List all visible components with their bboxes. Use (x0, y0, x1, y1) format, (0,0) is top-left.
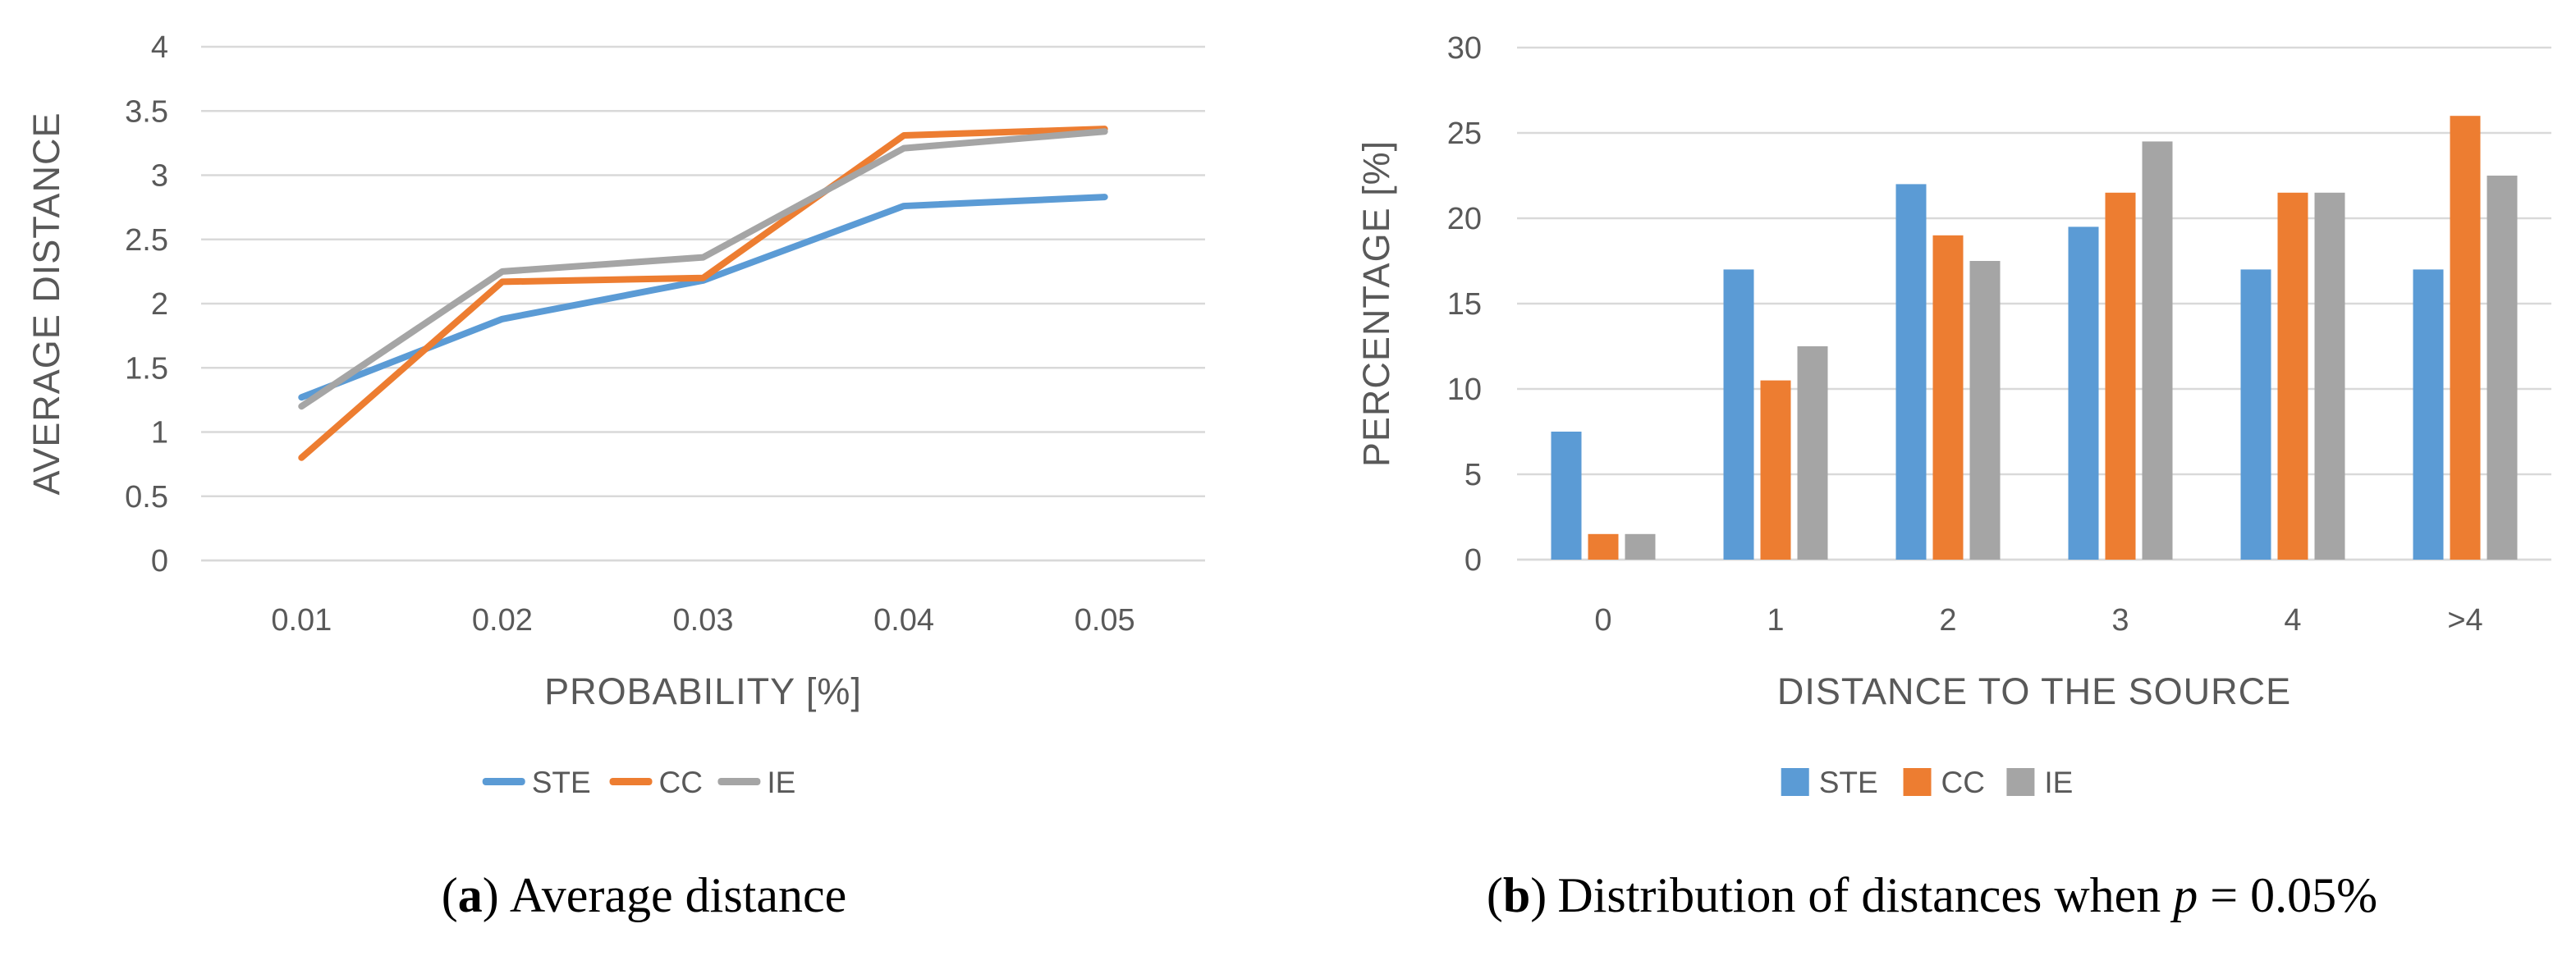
x-tick-label: 0.04 (873, 603, 934, 638)
y-tick-label: 3 (151, 159, 168, 194)
x-tick-label: >4 (2447, 603, 2482, 638)
x-tick-label: 2 (1939, 603, 1956, 638)
y-axis-title: AVERAGE DISTANCE (25, 112, 67, 496)
x-axis-title: DISTANCE TO THE SOURCE (1777, 670, 2291, 712)
x-tick-label: 0.01 (271, 603, 332, 638)
x-tick-label: 4 (2284, 603, 2301, 638)
bar-STE-0 (1551, 432, 1582, 560)
bar-CC->4 (2450, 116, 2481, 560)
caption-a-paren-open: ( (441, 868, 458, 922)
bar-STE->4 (2413, 269, 2444, 560)
x-tick-label: 0 (1594, 603, 1611, 638)
legend-label-STE: STE (1819, 766, 1878, 799)
caption-b-paren-close: ) (1530, 868, 1547, 922)
y-tick-label: 0 (151, 544, 168, 579)
legend-label-IE: IE (2044, 766, 2073, 799)
bar-IE-2 (1969, 261, 2001, 560)
caption-a-text: Average distance (509, 868, 847, 922)
y-tick-label: 20 (1447, 202, 1482, 236)
bar-STE-3 (2068, 226, 2099, 560)
caption-a: (a) Average distance (0, 850, 1288, 940)
legend-swatch-STE (1781, 768, 1809, 796)
legend-swatch-IE (717, 778, 761, 785)
bar-CC-3 (2105, 192, 2136, 560)
x-tick-label: 0.02 (472, 603, 533, 638)
bar-CC-1 (1760, 380, 1791, 560)
legend-label-CC: CC (1941, 766, 1985, 799)
x-tick-label: 0.03 (673, 603, 734, 638)
legend-swatch-CC (609, 778, 653, 785)
y-tick-label: 25 (1447, 117, 1482, 151)
y-tick-label: 15 (1447, 287, 1482, 322)
series-line-CC (298, 126, 1108, 461)
x-tick-label: 3 (2111, 603, 2129, 638)
legend-swatch-IE (2006, 768, 2035, 796)
caption-b-paren-open: ( (1486, 868, 1503, 922)
bar-STE-4 (2240, 269, 2271, 560)
caption-b-math-rest: = 0.05% (2210, 868, 2378, 922)
y-tick-label: 10 (1447, 373, 1482, 407)
legend-swatch-STE (482, 778, 525, 785)
y-tick-label: 3.5 (125, 94, 168, 129)
caption-b-text: Distribution of distances when (1557, 868, 2161, 922)
bar-CC-0 (1588, 533, 1619, 560)
bar-STE-1 (1723, 269, 1754, 560)
x-tick-label: 0.05 (1075, 603, 1135, 638)
y-tick-label: 0 (1464, 543, 1482, 578)
caption-a-label: a (457, 868, 483, 922)
bar-STE-2 (1895, 184, 1927, 560)
caption-b-math-variable: p (2173, 868, 2198, 922)
bar-IE->4 (2487, 176, 2518, 560)
y-tick-label: 1 (151, 416, 168, 450)
y-tick-label: 0.5 (125, 480, 168, 515)
caption-b-label: b (1502, 868, 1531, 922)
bar-CC-4 (2277, 192, 2308, 560)
y-tick-label: 5 (1464, 458, 1482, 492)
bar-IE-3 (2142, 141, 2173, 560)
y-tick-label: 2.5 (125, 223, 168, 258)
caption-b: (b) Distribution of distances when p = 0.… (1288, 850, 2576, 940)
line-chart-average-distance: 0 0.5 1 1.5 2 2.5 3 3.5 4 0.01 0.02 0.03 0.04 0.05 PRO… (25, 30, 1205, 799)
legend-swatch-CC (1903, 768, 1932, 796)
series-line-IE (298, 128, 1108, 410)
legend-label-IE: IE (767, 766, 795, 799)
caption-a-paren-close: ) (482, 868, 499, 922)
y-tick-label: 4 (151, 30, 168, 65)
bar-chart-distance-distribution: 0 5 10 15 20 25 30 0 1 2 3 4 >4 DISTANCE TO THE SOURC… (1355, 31, 2551, 799)
x-axis-title: PROBABILITY [%] (544, 670, 862, 712)
y-axis-title: PERCENTAGE [%] (1355, 140, 1397, 467)
bar-CC-2 (1932, 235, 1964, 560)
bar-IE-1 (1797, 346, 1828, 560)
captions-row: (a) Average distance (b) Distribution of d… (0, 850, 2576, 949)
bar-IE-0 (1625, 533, 1656, 560)
bar-IE-4 (2314, 192, 2345, 560)
y-tick-label: 1.5 (125, 351, 168, 386)
y-tick-label: 2 (151, 287, 168, 322)
legend-label-STE: STE (532, 766, 591, 799)
legend-label-CC: CC (659, 766, 703, 799)
y-tick-label: 30 (1447, 31, 1482, 66)
x-tick-label: 1 (1767, 603, 1784, 638)
